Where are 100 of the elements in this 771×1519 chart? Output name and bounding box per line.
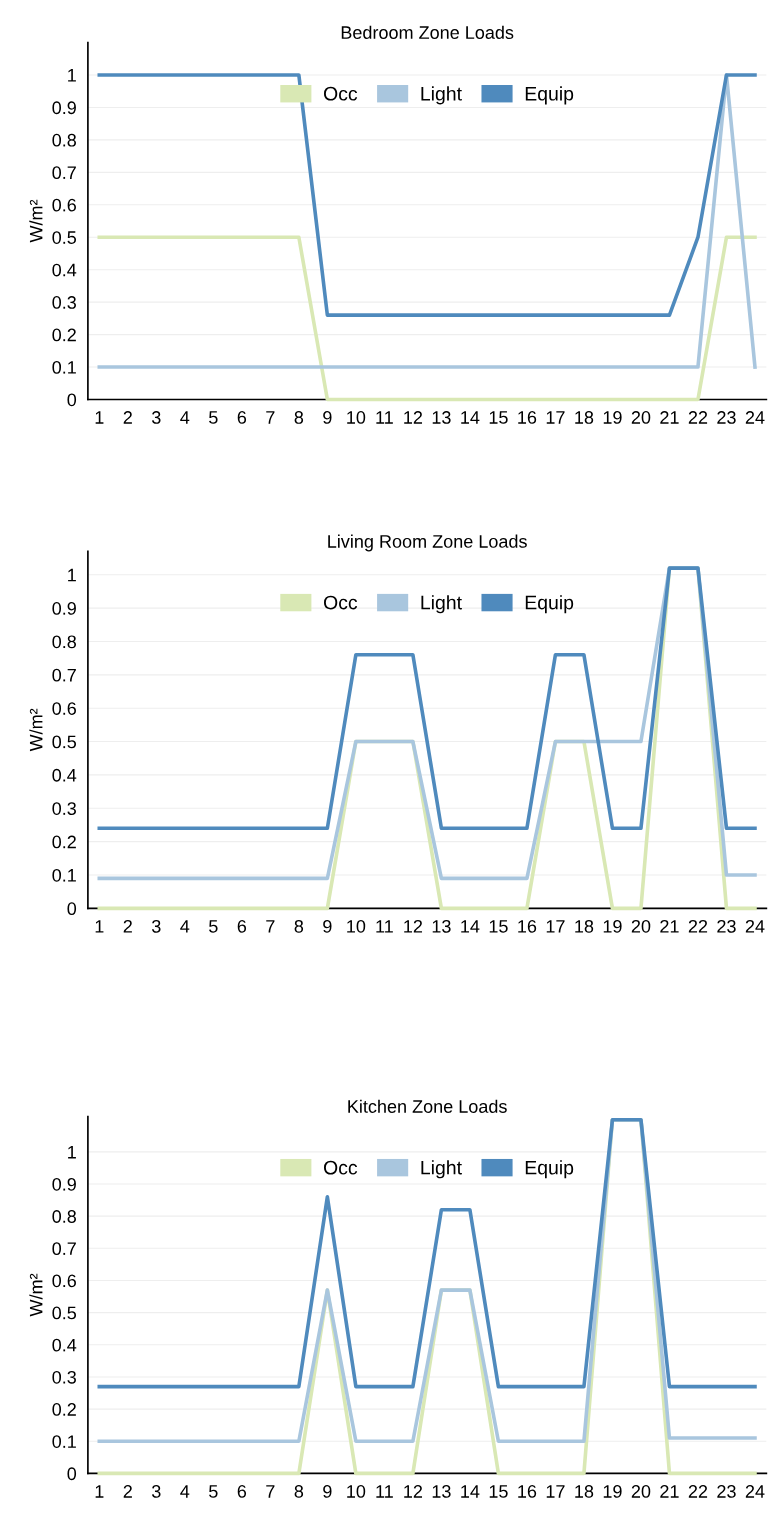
legend-label: Occ	[323, 595, 358, 610]
x-tick-label: 10	[347, 411, 366, 424]
x-tick-label: 17	[546, 1485, 565, 1498]
x-tick-label: 19	[603, 411, 622, 424]
x-tick-label: 13	[432, 919, 451, 933]
legend-label: Occ	[323, 86, 358, 101]
x-tick-label: 19	[603, 1485, 622, 1498]
y-tick-label: 0.6	[52, 702, 76, 715]
x-tick-label: 16	[518, 1485, 537, 1498]
x-tick-label: 3	[151, 919, 161, 933]
y-tick-label: 0.7	[52, 1242, 76, 1256]
chart-title: Living Room Zone Loads	[328, 534, 527, 552]
x-tick-label: 18	[575, 919, 594, 933]
x-tick-label: 21	[660, 1485, 679, 1498]
x-tick-label: 6	[237, 919, 247, 933]
x-tick-label: 17	[546, 920, 565, 933]
x-tick-label: 8	[294, 411, 304, 424]
x-tick-label: 3	[151, 1485, 161, 1498]
x-tick-label: 15	[489, 411, 508, 424]
x-tick-label: 13	[432, 411, 451, 424]
y-tick-label: 0.1	[52, 360, 76, 374]
legend-label: Light	[421, 86, 462, 105]
y-tick-label: 0.6	[52, 1274, 76, 1288]
x-tick-label: 13	[432, 1485, 451, 1498]
x-tick-label: 14	[461, 411, 480, 424]
x-tick-label: 8	[294, 919, 304, 933]
line-series	[97, 1117, 757, 1389]
legend-label: Equip	[525, 1160, 574, 1179]
y-tick-label: 0.7	[52, 668, 76, 682]
y-tick-label: 0.3	[52, 296, 76, 309]
x-tick-label: 20	[631, 1485, 651, 1498]
x-tick-label: 22	[688, 1485, 708, 1498]
x-tick-label: 24	[745, 919, 765, 933]
y-tick-label: 1	[68, 69, 76, 82]
x-tick-label: 20	[631, 411, 651, 424]
x-tick-label: 23	[717, 411, 736, 424]
x-tick-label: 1	[95, 1485, 104, 1498]
x-tick-label: 6	[237, 411, 247, 424]
x-tick-label: 23	[717, 1485, 736, 1498]
x-tick-label: 1	[95, 411, 104, 424]
y-tick-label: 0.7	[52, 166, 76, 180]
x-tick-label: 11	[376, 1485, 393, 1498]
y-tick-label: 0.9	[52, 1177, 76, 1191]
x-tick-label: 17	[546, 411, 565, 424]
x-tick-label: 23	[717, 919, 736, 933]
x-tick-label: 9	[323, 1485, 332, 1498]
legend-label: Occ	[323, 1160, 358, 1175]
legend-label: Light	[421, 1160, 462, 1179]
x-tick-label: 10	[347, 1485, 366, 1498]
y-tick-label: 0.4	[52, 263, 77, 277]
x-tick-label: 5	[209, 411, 218, 424]
y-tick-label: 0.5	[52, 231, 77, 244]
y-tick-label: 1	[68, 568, 76, 582]
x-tick-label: 20	[631, 919, 651, 933]
x-tick-label: 9	[323, 919, 332, 933]
x-tick-label: 15	[489, 920, 508, 933]
x-tick-label: 18	[575, 411, 594, 424]
y-tick-label: 0.3	[52, 1370, 76, 1384]
y-tick-label: 0.8	[52, 635, 76, 649]
y-tick-label: 0.2	[52, 835, 76, 849]
x-tick-label: 12	[404, 411, 423, 424]
x-tick-label: 1	[95, 920, 104, 933]
x-tick-label: 21	[660, 919, 679, 933]
x-tick-label: 22	[688, 919, 708, 933]
x-tick-label: 18	[575, 1485, 594, 1498]
y-tick-label: 0.1	[52, 1435, 76, 1448]
legend-label: Equip	[525, 86, 574, 105]
x-tick-label: 16	[518, 411, 537, 424]
x-tick-label: 3	[151, 411, 161, 424]
y-tick-label: 1	[68, 1145, 76, 1159]
legend-label: Light	[421, 595, 462, 614]
y-tick-label: 0.4	[52, 1338, 77, 1352]
y-tick-label: 0.9	[52, 602, 76, 615]
x-tick-label: 9	[323, 411, 332, 424]
x-tick-label: 15	[489, 1485, 508, 1498]
x-tick-label: 10	[347, 919, 366, 933]
chart-title: Kitchen Zone Loads	[348, 1099, 507, 1113]
y-tick-label: 0.1	[52, 868, 76, 882]
y-tick-label: 0.2	[52, 328, 76, 342]
x-tick-label: 11	[376, 920, 393, 933]
x-tick-label: 5	[209, 1485, 218, 1498]
y-axis-title: W/m²	[29, 199, 43, 243]
y-axis-title: W/m²	[29, 708, 43, 752]
y-tick-label: 0.6	[52, 198, 76, 212]
y-tick-label: 0.8	[52, 133, 76, 147]
x-tick-label: 4	[180, 920, 190, 933]
x-tick-label: 2	[123, 919, 132, 933]
y-tick-label: 0.4	[52, 768, 77, 782]
x-tick-label: 12	[404, 919, 423, 933]
x-tick-label: 5	[209, 920, 218, 933]
x-tick-label: 4	[180, 1485, 190, 1498]
y-tick-label: 0	[67, 902, 77, 916]
x-tick-label: 12	[404, 1485, 423, 1498]
y-tick-label: 0	[67, 1467, 77, 1481]
x-tick-label: 19	[603, 919, 622, 933]
x-tick-label: 14	[461, 1485, 480, 1498]
x-tick-label: 2	[123, 411, 132, 424]
x-tick-label: 7	[266, 1485, 275, 1498]
x-tick-label: 2	[123, 1485, 132, 1498]
y-tick-label: 0.8	[52, 1210, 76, 1223]
